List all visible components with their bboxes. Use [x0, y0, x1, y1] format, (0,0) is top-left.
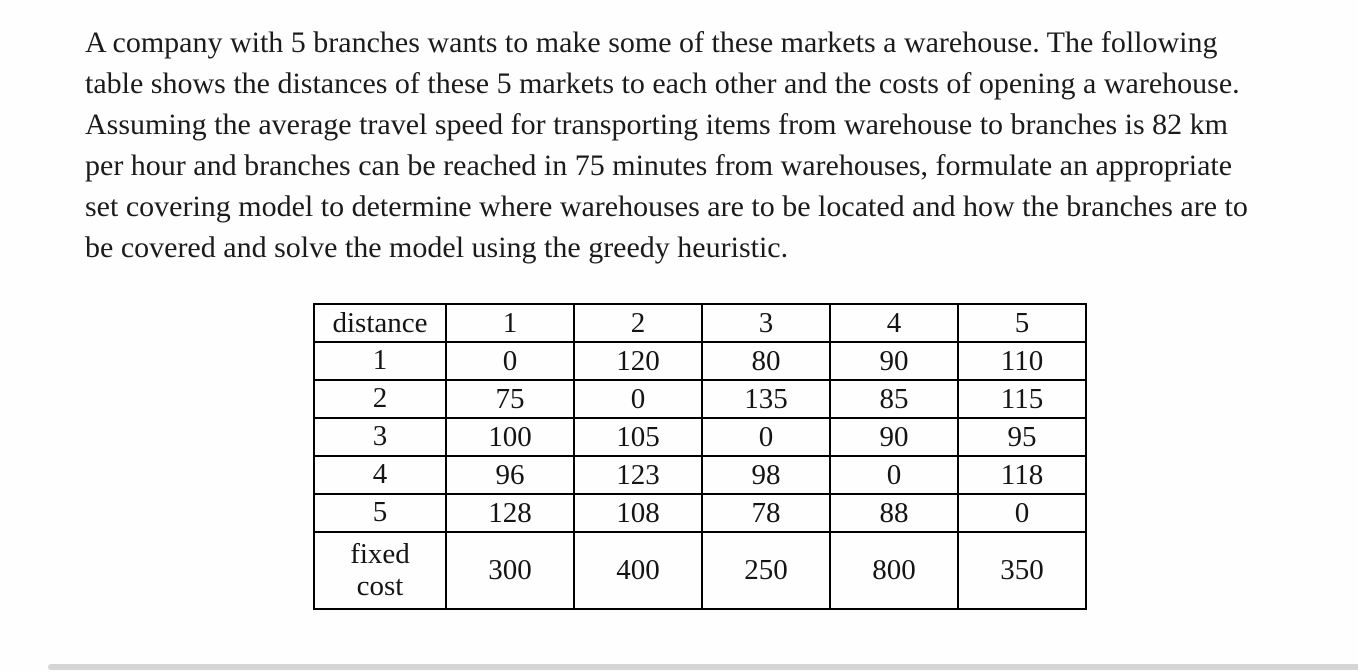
- table-cell: 115: [957, 379, 1087, 419]
- table-cell: 105: [573, 417, 703, 457]
- table-row-fixed-cost: fixed cost 300 400 250 800 350: [313, 531, 1087, 610]
- row-label-cell: 2: [313, 379, 447, 419]
- table-cell: 95: [957, 417, 1087, 457]
- table-header-cell: 1: [445, 303, 575, 343]
- table-header-row: distance 1 2 3 4 5: [313, 303, 1087, 343]
- table-header-cell: 5: [957, 303, 1087, 343]
- table-cell: 0: [957, 493, 1087, 533]
- problem-text-line: A company with 5 branches wants to make …: [85, 26, 1218, 59]
- table-header-cell: 3: [701, 303, 831, 343]
- row-label-cell: 3: [313, 417, 447, 457]
- table-cell: 120: [573, 341, 703, 381]
- table-cell: 85: [829, 379, 959, 419]
- table-cell: 135: [701, 379, 831, 419]
- table-cell: 90: [829, 417, 959, 457]
- table-header-cell: 2: [573, 303, 703, 343]
- table-row: 5 128 108 78 88 0: [313, 493, 1087, 533]
- table-header-cell: 4: [829, 303, 959, 343]
- table-cell: 0: [445, 341, 575, 381]
- table-cell: 96: [445, 455, 575, 495]
- table-cell: 78: [701, 493, 831, 533]
- table-row: 1 0 120 80 90 110: [313, 341, 1087, 381]
- table-cell: 800: [829, 531, 959, 610]
- problem-text-line: set covering model to determine where wa…: [85, 190, 1248, 223]
- table-cell: 0: [829, 455, 959, 495]
- problem-text-line: Assuming the average travel speed for tr…: [85, 108, 1229, 141]
- table-cell: 100: [445, 417, 575, 457]
- row-label-cell: 4: [313, 455, 447, 495]
- table-cell: 88: [829, 493, 959, 533]
- table-row: 4 96 123 98 0 118: [313, 455, 1087, 495]
- table-row: 2 75 0 135 85 115: [313, 379, 1087, 419]
- table-cell: 98: [701, 455, 831, 495]
- table-cell: 250: [701, 531, 831, 610]
- table-cell: 80: [701, 341, 831, 381]
- distance-cost-table: distance 1 2 3 4 5 1 0 120 80 90 110 2 7…: [313, 303, 1087, 610]
- problem-text-line: be covered and solve the model using the…: [85, 231, 789, 264]
- problem-text-line: per hour and branches can be reached in …: [85, 149, 1233, 182]
- table-cell: 118: [957, 455, 1087, 495]
- table-cell: 0: [701, 417, 831, 457]
- table-header-cell: distance: [313, 303, 447, 343]
- table-cell: 123: [573, 455, 703, 495]
- bottom-divider: [48, 664, 1358, 670]
- table-cell: 90: [829, 341, 959, 381]
- problem-text-line: table shows the distances of these 5 mar…: [85, 67, 1240, 100]
- table-cell: 400: [573, 531, 703, 610]
- problem-statement: A company with 5 branches wants to make …: [85, 22, 1345, 268]
- table-cell: 350: [957, 531, 1087, 610]
- table-cell: 128: [445, 493, 575, 533]
- table-cell: 300: [445, 531, 575, 610]
- row-label-cell: fixed cost: [313, 531, 447, 610]
- table-cell: 75: [445, 379, 575, 419]
- table-cell: 0: [573, 379, 703, 419]
- row-label-cell: 5: [313, 493, 447, 533]
- row-label-cell: 1: [313, 341, 447, 381]
- table-cell: 110: [957, 341, 1087, 381]
- table-cell: 108: [573, 493, 703, 533]
- table-row: 3 100 105 0 90 95: [313, 417, 1087, 457]
